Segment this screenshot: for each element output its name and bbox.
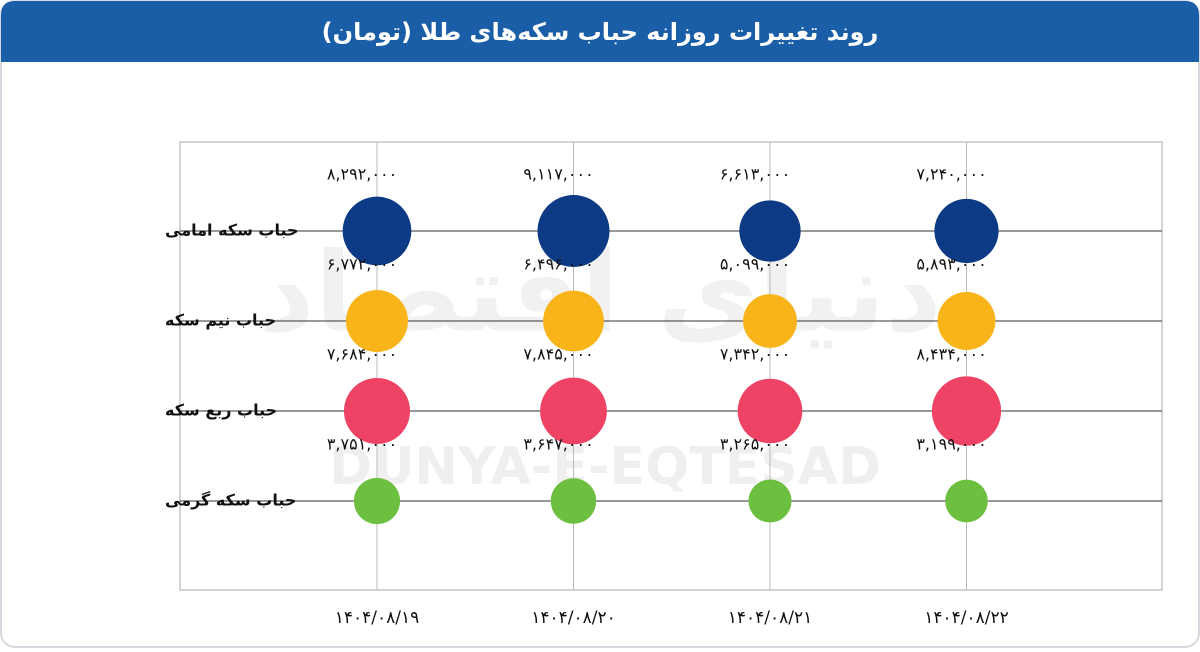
value-label: ۳,۶۴۷,۰۰۰ <box>523 435 593 454</box>
value-label: ۷,۶۸۴,۰۰۰ <box>327 345 397 364</box>
value-label: ۳,۱۹۹,۰۰۰ <box>916 435 986 454</box>
plot-frame <box>179 141 1163 591</box>
value-label: ۶,۶۱۳,۰۰۰ <box>720 165 790 184</box>
bubble <box>937 292 996 350</box>
value-label: ۸,۴۳۴,۰۰۰ <box>916 345 986 364</box>
value-label: ۶,۷۷۲,۰۰۰ <box>327 255 397 274</box>
value-label: ۵,۰۹۹,۰۰۰ <box>720 255 790 274</box>
bubble <box>543 290 604 352</box>
y-tick-label: حباب نیم سکه <box>165 311 276 330</box>
bubble <box>748 479 792 523</box>
y-tick-label: حباب سکه امامی <box>165 221 299 240</box>
value-label: ۳,۷۵۱,۰۰۰ <box>327 435 397 454</box>
bubble <box>739 200 801 262</box>
bubble <box>550 478 597 524</box>
bubble <box>934 198 999 264</box>
x-tick-label: ۱۴۰۴/۰۸/۲۰ <box>531 608 616 628</box>
value-label: ۹,۱۱۷,۰۰۰ <box>523 165 593 184</box>
x-tick-label: ۱۴۰۴/۰۸/۲۲ <box>924 608 1009 628</box>
x-tick-label: ۱۴۰۴/۰۸/۱۹ <box>335 608 420 628</box>
bubble <box>737 378 803 444</box>
bubble <box>353 477 401 525</box>
bubble <box>743 294 797 348</box>
value-label: ۷,۸۴۵,۰۰۰ <box>523 345 593 364</box>
y-tick-label: حباب سکه گرمی <box>165 491 296 510</box>
value-label: ۵,۸۹۳,۰۰۰ <box>916 255 986 274</box>
bubble <box>540 377 607 445</box>
value-label: ۷,۲۴۰,۰۰۰ <box>916 165 986 184</box>
bubble <box>931 376 1002 446</box>
value-label: ۶,۴۹۶,۰۰۰ <box>523 255 593 274</box>
value-label: ۳,۲۶۵,۰۰۰ <box>720 435 790 454</box>
value-label: ۸,۲۹۲,۰۰۰ <box>327 165 397 184</box>
bubble <box>945 479 988 523</box>
bubble <box>345 289 409 353</box>
x-tick-label: ۱۴۰۴/۰۸/۲۱ <box>728 608 813 628</box>
header <box>1 1 1199 62</box>
value-label: ۷,۳۴۲,۰۰۰ <box>720 345 790 364</box>
y-tick-label: حباب ربع سکه <box>165 401 277 420</box>
chart-title: روند تغییرات روزانه حباب سکه‌های طلا (تو… <box>322 18 879 46</box>
bubble <box>342 196 412 266</box>
bubble <box>343 377 411 445</box>
watermark: DUNYA-E-EQTESAD <box>329 437 881 497</box>
bubble <box>537 195 610 267</box>
